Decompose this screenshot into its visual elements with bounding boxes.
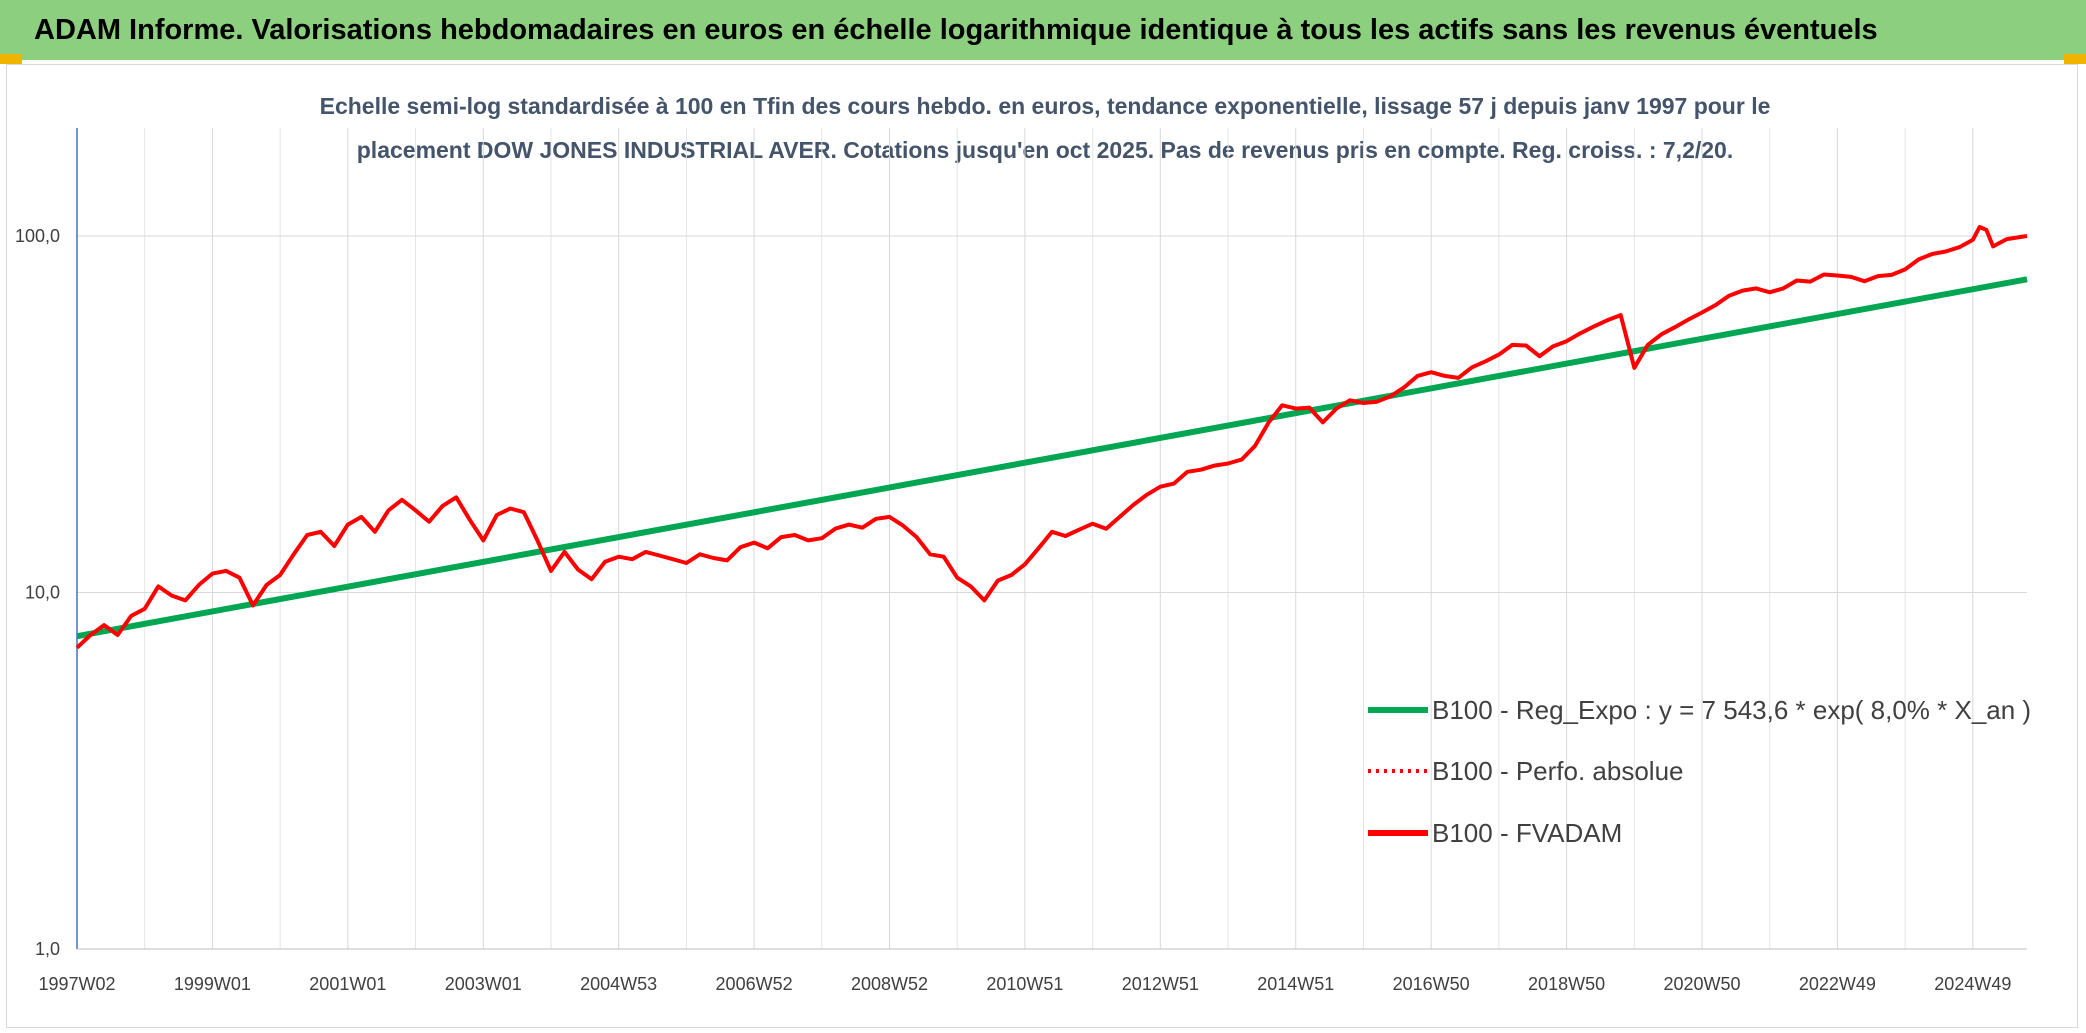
chart-frame (6, 64, 2078, 1028)
x-tick-label: 1999W01 (174, 974, 251, 994)
chart-subtitle: Echelle semi-log standardisée à 100 en T… (250, 84, 1840, 172)
corner-marker-left (0, 54, 22, 64)
x-tick-label: 2006W52 (716, 974, 793, 994)
x-tick-label: 2004W53 (580, 974, 657, 994)
y-tick-label: 1,0 (35, 939, 60, 959)
x-tick-label: 2024W49 (1934, 974, 2011, 994)
legend-item-fvadam-label: B100 - FVADAM (1432, 818, 1622, 848)
legend-item-reg-expo-label: B100 - Reg_Expo : y = 7 543,6 * exp( 8,0… (1432, 695, 2031, 725)
x-tick-label: 2014W51 (1257, 974, 1334, 994)
x-tick-label: 2010W51 (986, 974, 1063, 994)
x-tick-label: 1997W02 (38, 974, 115, 994)
x-tick-label: 2020W50 (1663, 974, 1740, 994)
x-tick-label: 2001W01 (309, 974, 386, 994)
x-tick-label: 2008W52 (851, 974, 928, 994)
x-tick-label: 2016W50 (1393, 974, 1470, 994)
corner-marker-right (2064, 54, 2086, 64)
y-tick-label: 10,0 (25, 583, 60, 603)
y-tick-label: 100,0 (15, 226, 60, 246)
chart-subtitle-line-2: placement DOW JONES INDUSTRIAL AVER. Cot… (356, 137, 1734, 163)
x-tick-label: 2012W51 (1122, 974, 1199, 994)
x-tick-label: 2003W01 (445, 974, 522, 994)
legend-item-perfo-absolue-label: B100 - Perfo. absolue (1432, 756, 1684, 786)
series-line-fvadam (75, 225, 2028, 650)
report-title: ADAM Informe. Valorisations hebdomadaire… (0, 0, 2086, 60)
chart-subtitle-line-1: Echelle semi-log standardisée à 100 en T… (319, 93, 1771, 119)
series-line-reg-expo (76, 276, 2028, 640)
x-tick-label: 2018W50 (1528, 974, 1605, 994)
x-tick-label: 2022W49 (1799, 974, 1876, 994)
